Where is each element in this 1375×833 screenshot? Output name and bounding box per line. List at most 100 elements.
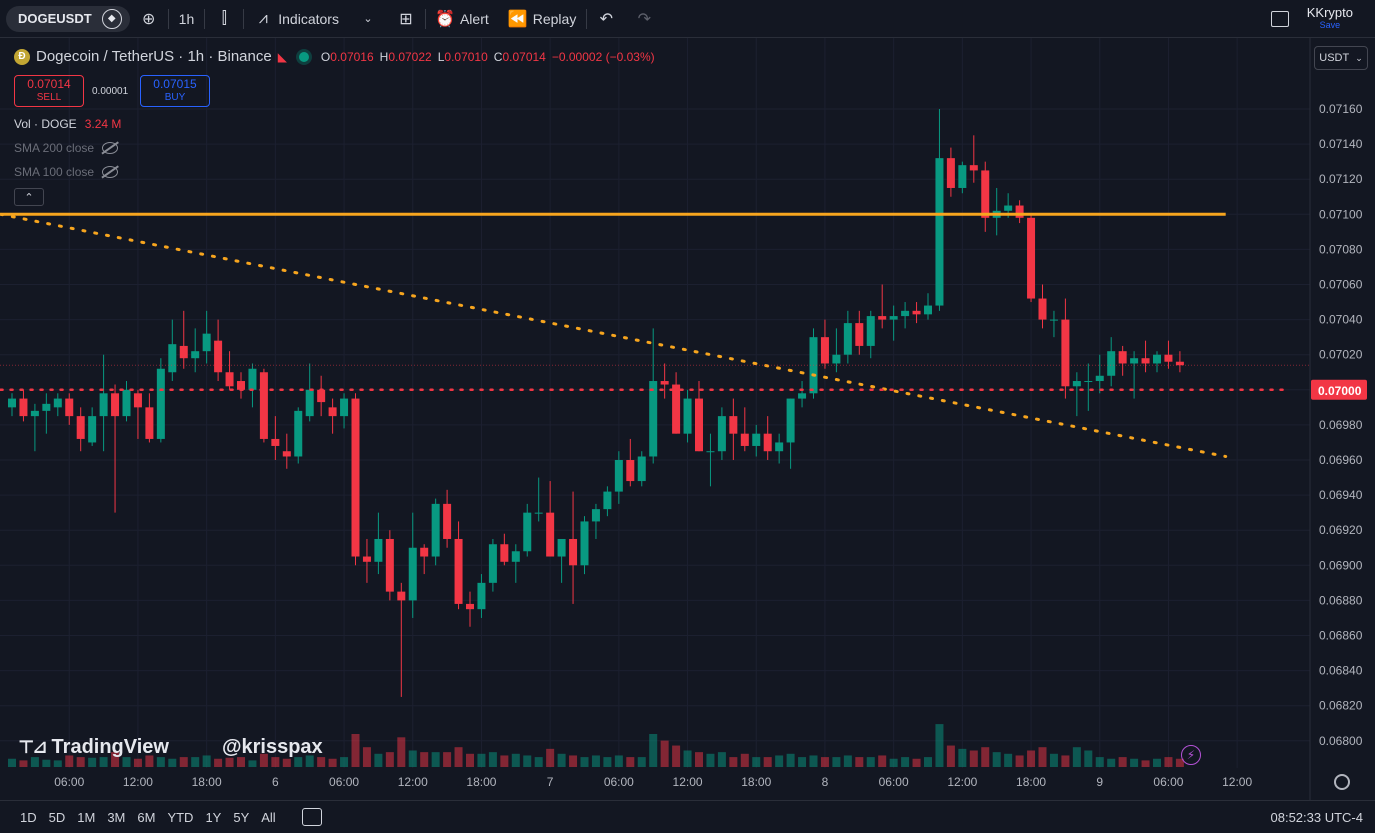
eye-hidden-icon[interactable] (102, 142, 119, 154)
candle-body (351, 398, 360, 557)
eye-hidden-icon[interactable] (102, 166, 119, 178)
tradingview-watermark: ⊤⊿ TradingView (18, 736, 169, 759)
time-tick-label: 12:00 (947, 775, 977, 789)
volume-bar (156, 757, 165, 767)
price-chart[interactable]: 0.07160 0.07140 0.07120 0.07100 0.07080 0.070… (0, 38, 1375, 800)
price-tick-label: 0.06820 (1319, 699, 1363, 713)
price-tick-label: 0.07080 (1319, 242, 1363, 256)
volume-bar (1153, 758, 1161, 767)
volume-bar (820, 757, 829, 767)
volume-bar (729, 757, 738, 767)
user-menu[interactable]: KKrypto Save (1307, 6, 1353, 31)
candle-body (8, 398, 16, 408)
range-1m[interactable]: 1M (77, 809, 96, 825)
legend-title[interactable]: Dogecoin / TetherUS · 1h · Binance (36, 48, 272, 65)
candle-body (603, 491, 612, 510)
candle-body (111, 393, 120, 417)
indicators-button[interactable]: ⩘ Indicators ⌄ (244, 0, 387, 38)
currency-select[interactable]: USDT ⌄ (1314, 46, 1368, 70)
calendar-icon[interactable] (301, 808, 322, 826)
candle-body (1072, 381, 1081, 387)
price-tick-label: 0.06900 (1319, 558, 1363, 572)
candle-body (786, 398, 795, 443)
candle-body (1061, 319, 1070, 387)
symbol-search-button[interactable]: DOGEUSDT ◆ (6, 5, 130, 32)
time-tick-label: 06:00 (54, 775, 84, 789)
candle-body (1038, 298, 1047, 320)
volume-bar (706, 753, 715, 767)
candle-body (443, 503, 452, 539)
price-tick-label: 0.06920 (1319, 523, 1363, 537)
gear-icon[interactable] (1334, 774, 1350, 790)
fullscreen-icon[interactable] (1270, 11, 1289, 27)
price-tick-label: 0.07020 (1319, 348, 1363, 362)
buy-button[interactable]: 0.07015 BUY (140, 75, 210, 107)
undo-button[interactable]: ↶ (587, 0, 625, 38)
low-value: 0.07010 (444, 49, 488, 64)
volume-bar (569, 755, 578, 767)
range-1d[interactable]: 1D (20, 809, 37, 825)
range-1y[interactable]: 1Y (205, 809, 222, 825)
candle-body (763, 433, 772, 452)
price-tick-label: 0.07120 (1319, 172, 1363, 186)
volume-bar (1049, 753, 1058, 767)
range-5d[interactable]: 5D (48, 809, 66, 825)
replay-icon: ⏪ (507, 10, 528, 28)
candle-body (843, 323, 852, 355)
layouts-button[interactable]: ⊞ (387, 0, 425, 38)
volume-bar (775, 755, 784, 767)
volume-bar (580, 757, 589, 767)
sma100-legend[interactable]: SMA 100 close (14, 165, 119, 179)
sma200-legend[interactable]: SMA 200 close (14, 141, 119, 155)
volume-legend[interactable]: Vol · DOGE 3.24 M (14, 117, 121, 131)
candle-body (305, 389, 314, 417)
add-icon: ⊕ (141, 10, 156, 28)
replay-button[interactable]: ⏪ Replay (499, 0, 587, 38)
volume-bar (431, 752, 440, 767)
collapse-legend-button[interactable]: ⌃ (14, 188, 44, 206)
volume-bar (1107, 758, 1116, 767)
range-ytd[interactable]: YTD (167, 809, 194, 825)
range-all[interactable]: All (261, 809, 276, 825)
candle-body (946, 158, 955, 188)
time-tick-label: 18:00 (741, 775, 771, 789)
candle-body (397, 591, 406, 601)
alert-button[interactable]: ⏰ Alert (426, 0, 499, 38)
range-3m[interactable]: 3M (107, 809, 126, 825)
range-6m[interactable]: 6M (137, 809, 156, 825)
candle-body (431, 503, 440, 557)
sell-price: 0.07014 (27, 77, 71, 91)
price-axis: 0.07160 0.07140 0.07120 0.07100 0.07080 0.070… (1309, 38, 1367, 800)
volume-bar (603, 757, 612, 767)
volume-bar (798, 757, 807, 767)
toolbar-separator (586, 8, 588, 29)
time-tick-label: 6 (272, 775, 279, 789)
volume-bar (282, 758, 291, 767)
watermark-brand: TradingView (51, 736, 169, 758)
author-watermark: @krisspax (222, 736, 323, 758)
price-tick-label: 0.06940 (1319, 488, 1363, 502)
candle-body (454, 538, 463, 604)
sell-button[interactable]: 0.07014 SELL (14, 75, 84, 107)
market-status-icon[interactable] (298, 51, 309, 62)
diamond-icon[interactable]: ◆ (101, 8, 122, 29)
candle-body (580, 521, 589, 566)
flag-icon[interactable]: ◣ (277, 49, 287, 64)
bar-style-button[interactable]: ⫿ (205, 0, 243, 38)
interval-button[interactable]: 1h (169, 0, 205, 38)
range-5y[interactable]: 5Y (233, 809, 250, 825)
volume-bar (637, 757, 646, 767)
volume-bar (855, 757, 864, 767)
clock[interactable]: 08:52:33 UTC-4 (1270, 809, 1364, 825)
compare-button[interactable]: ⊕ (130, 0, 168, 38)
redo-button[interactable]: ↷ (625, 0, 663, 38)
candle-body (259, 372, 268, 439)
volume-bar (672, 745, 681, 767)
lightning-icon[interactable]: ⚡ (1181, 745, 1201, 765)
volume-bar (981, 747, 990, 767)
candle-body (168, 344, 177, 373)
candle-body (53, 398, 62, 408)
candle-body (317, 389, 326, 403)
save-button[interactable]: Save (1319, 20, 1341, 30)
volume-bars (8, 724, 1184, 767)
